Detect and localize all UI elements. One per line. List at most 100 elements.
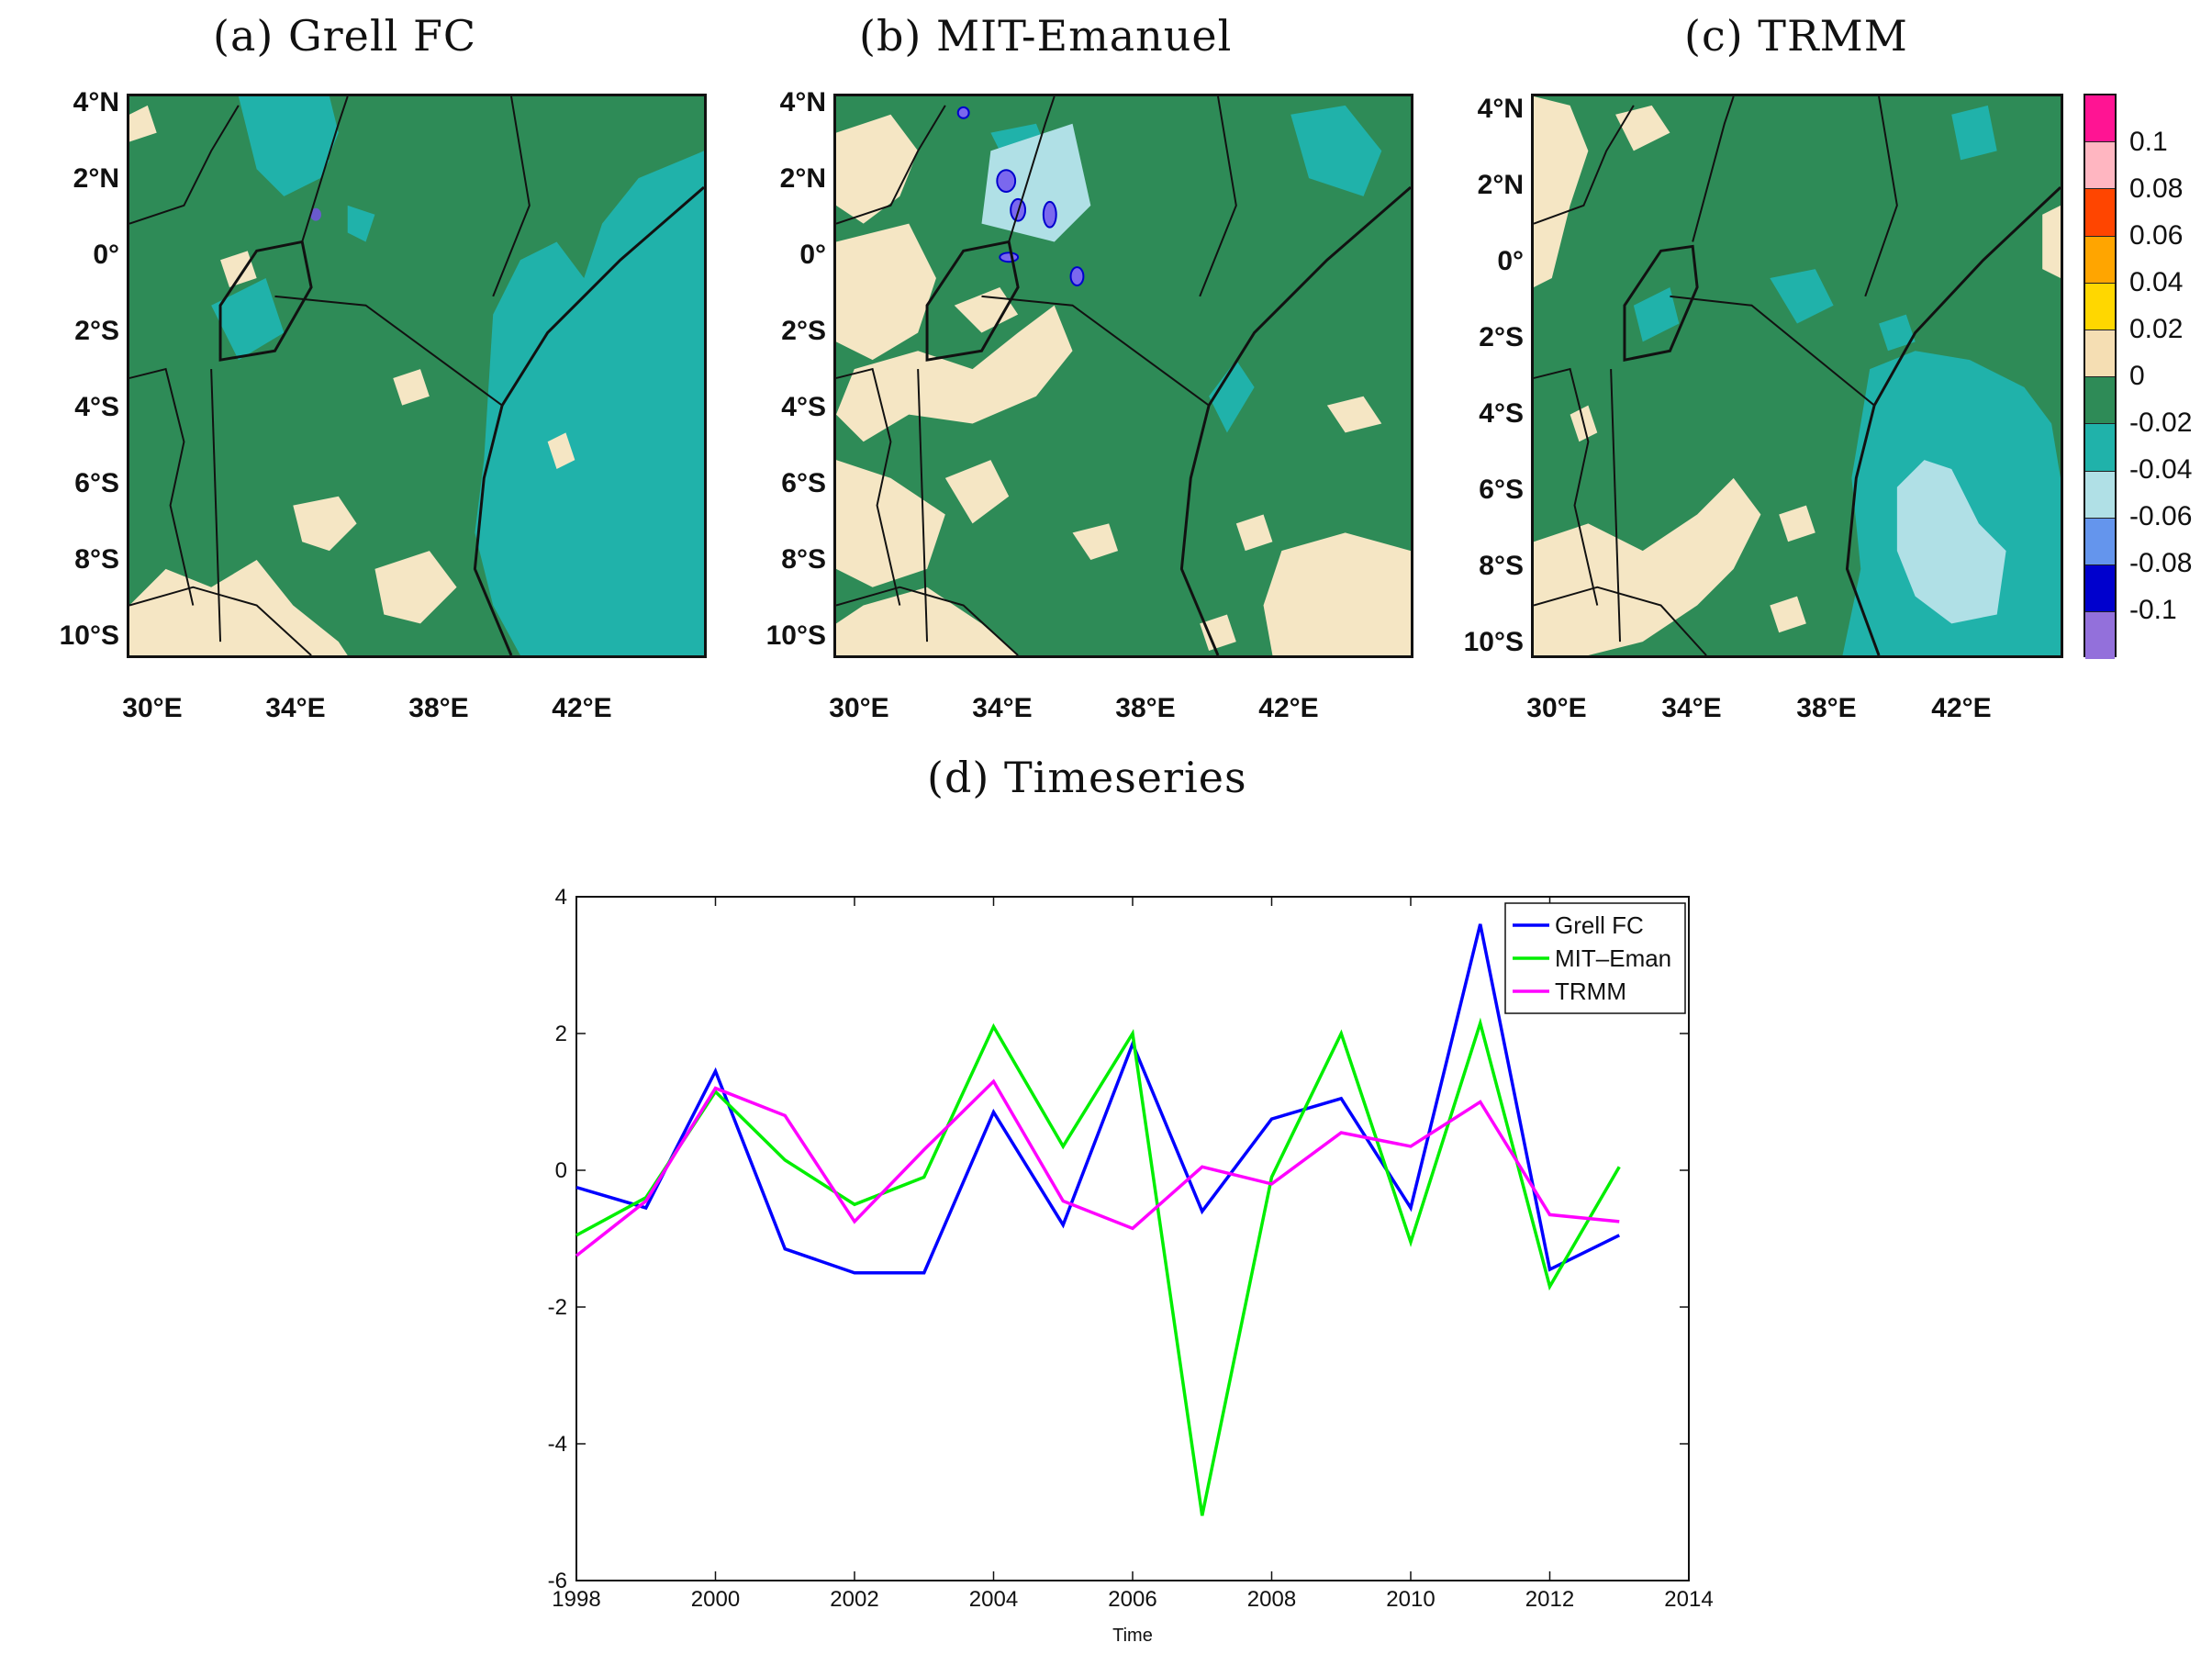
lat-label: 2°S xyxy=(781,316,826,346)
colorbar-label: 0.08 xyxy=(2129,173,2184,204)
map-a-negative-contours xyxy=(211,96,704,655)
lat-label: 6°S xyxy=(74,468,119,498)
map-panel-a xyxy=(127,94,707,658)
x-tick-label: 2000 xyxy=(691,1587,740,1612)
colorbar-box xyxy=(2085,564,2115,613)
map-c-field xyxy=(1534,96,2061,655)
legend-label: Grell FC xyxy=(1555,911,1644,939)
colorbar-box xyxy=(2085,142,2115,190)
lon-label: 30°E xyxy=(1526,693,1587,723)
map-panel-c xyxy=(1531,94,2063,658)
colorbar-box xyxy=(2085,471,2115,519)
panel-b-title: (b) MIT-Emanuel xyxy=(859,11,1233,61)
map-b-borders xyxy=(836,96,1411,655)
colorbar-label: 0.06 xyxy=(2129,220,2184,251)
colorbar-label: -0.06 xyxy=(2129,501,2193,531)
lon-label: 38°E xyxy=(1796,693,1857,723)
lat-label: 2°S xyxy=(74,316,119,346)
lat-label: 2°N xyxy=(1477,170,1524,200)
lat-label: 4°N xyxy=(1477,94,1524,124)
lat-label: 2°S xyxy=(1479,322,1524,352)
lon-label: 34°E xyxy=(265,693,326,723)
lat-label: 8°S xyxy=(781,544,826,575)
lon-label: 42°E xyxy=(1258,693,1319,723)
x-tick-label: 2006 xyxy=(1108,1587,1156,1612)
colorbar-label: 0.02 xyxy=(2129,314,2184,344)
x-axis-label: Time xyxy=(1112,1626,1153,1646)
colorbar xyxy=(2084,94,2117,660)
map-a-minimum-spot xyxy=(310,207,321,221)
colorbar-label: -0.02 xyxy=(2129,408,2193,438)
lat-label: 0° xyxy=(799,240,826,270)
map-c-light-contours xyxy=(1896,460,2006,624)
map-panel-b xyxy=(833,94,1413,658)
lat-label: 4°S xyxy=(74,392,119,422)
plot-frame xyxy=(575,896,1690,1581)
lat-label: 2°N xyxy=(73,163,119,194)
colorbar-label: -0.08 xyxy=(2129,548,2193,578)
lat-label: 0° xyxy=(1497,246,1524,276)
lat-label: 10°S xyxy=(765,620,826,651)
colorbar-label: 0 xyxy=(2129,361,2145,391)
lon-label: 42°E xyxy=(1931,693,1992,723)
map-a-field xyxy=(129,96,704,655)
lat-label: 8°S xyxy=(1479,551,1524,581)
lon-label: 38°E xyxy=(1115,693,1176,723)
colorbar-box xyxy=(2085,612,2115,660)
series-line-mit-eman xyxy=(575,1017,1621,1516)
timeseries-chart: 1998 2000 2002 2004 2006 2008 2010 2012 2014 4 2 0 -… xyxy=(548,885,1714,1646)
timeseries-title: (d) Timeseries xyxy=(927,753,1247,802)
y-tick-label: 2 xyxy=(555,1022,567,1046)
series-lines xyxy=(575,923,1621,1516)
colorbar-box xyxy=(2085,518,2115,565)
colorbar-box xyxy=(2085,236,2115,284)
map-b-minimum-spots xyxy=(956,106,1085,286)
series-line-grell-fc xyxy=(575,923,1621,1275)
y-tick-label: -4 xyxy=(548,1432,567,1457)
map-b-light-contours xyxy=(981,123,1091,242)
lon-label: 34°E xyxy=(1661,693,1722,723)
legend-label: TRMM xyxy=(1555,978,1626,1005)
map-b-field xyxy=(836,96,1411,655)
lon-label: 38°E xyxy=(408,693,469,723)
colorbar-box xyxy=(2085,330,2115,378)
colorbar-box xyxy=(2085,377,2115,425)
colorbar-box xyxy=(2085,189,2115,237)
panel-a-title: (a) Grell FC xyxy=(213,11,477,61)
colorbar-box xyxy=(2085,424,2115,472)
lat-label: 4°S xyxy=(1479,398,1524,429)
map-a-borders xyxy=(129,96,704,655)
lon-label: 30°E xyxy=(122,693,183,723)
colorbar-box xyxy=(2085,283,2115,330)
lat-label: 8°S xyxy=(74,544,119,575)
colorbar-label: -0.1 xyxy=(2129,595,2177,625)
x-tick-label: 2014 xyxy=(1664,1587,1713,1612)
lat-label: 10°S xyxy=(59,620,119,651)
y-tick-label: -6 xyxy=(548,1569,567,1593)
lat-label: 6°S xyxy=(1479,475,1524,505)
colorbar-box xyxy=(2085,95,2115,143)
lat-label: 10°S xyxy=(1463,627,1524,657)
y-tick-label: 0 xyxy=(555,1158,567,1183)
lat-label: 4°S xyxy=(781,392,826,422)
map-c-borders xyxy=(1534,96,2061,655)
colorbar-label: 0.04 xyxy=(2129,267,2184,297)
map-b-positive-contours xyxy=(836,114,1411,655)
colorbar-label: 0.1 xyxy=(2129,127,2168,157)
series-line-trmm xyxy=(575,1078,1620,1257)
axis-ticks: 1998 2000 2002 2004 2006 2008 2010 2012 2014 4 2 0 -… xyxy=(548,885,1714,1612)
x-tick-label: 2008 xyxy=(1247,1587,1296,1612)
x-tick-label: 1998 xyxy=(552,1587,600,1612)
legend-label: MIT–Eman xyxy=(1555,944,1671,972)
y-tick-label: -2 xyxy=(548,1295,567,1320)
lat-label: 6°S xyxy=(781,468,826,498)
lat-label: 4°N xyxy=(73,87,119,117)
lon-label: 34°E xyxy=(972,693,1033,723)
legend: Grell FC MIT–Eman TRMM xyxy=(1504,902,1686,1014)
lon-label: 42°E xyxy=(552,693,612,723)
lat-label: 0° xyxy=(93,240,119,270)
lat-label: 4°N xyxy=(779,87,826,117)
map-a-positive-contours xyxy=(129,105,575,655)
x-tick-label: 2002 xyxy=(830,1587,878,1612)
x-tick-label: 2004 xyxy=(969,1587,1018,1612)
